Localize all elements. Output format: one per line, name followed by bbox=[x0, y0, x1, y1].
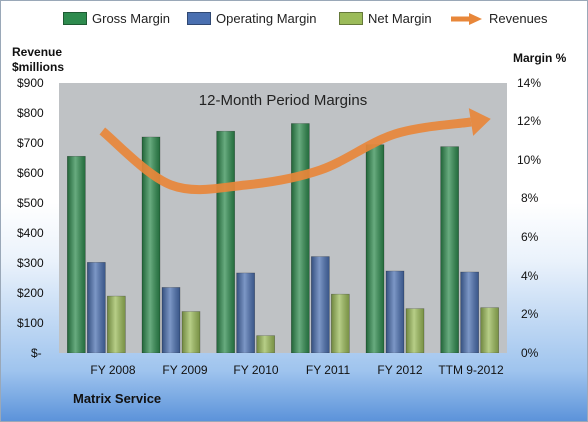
y-left-tick: $300 bbox=[17, 256, 44, 270]
legend-label: Revenues bbox=[489, 11, 548, 26]
plot-area: 12-Month Period Margins bbox=[59, 83, 507, 353]
company-label: Matrix Service bbox=[73, 391, 162, 406]
y-right-tick: 4% bbox=[521, 269, 539, 283]
y-right-tick: 2% bbox=[521, 307, 539, 321]
y-left-tick: $700 bbox=[17, 136, 44, 150]
legend-item-operating-margin: Operating Margin bbox=[187, 11, 316, 26]
bar-shading bbox=[67, 156, 86, 353]
bar-shading bbox=[162, 287, 180, 353]
net-margin-swatch bbox=[339, 12, 363, 25]
chart-title: 12-Month Period Margins bbox=[199, 92, 367, 109]
bar-shading bbox=[291, 123, 310, 353]
y-left-tick: $- bbox=[31, 346, 42, 360]
gross-margin-swatch bbox=[63, 12, 87, 25]
y-left-tick: $900 bbox=[17, 76, 44, 90]
bar-shading bbox=[87, 262, 106, 353]
x-tick-label: FY 2011 bbox=[305, 363, 351, 377]
x-tick-label: FY 2008 bbox=[90, 363, 136, 377]
y-left-tick: $500 bbox=[17, 196, 44, 210]
y-right-tick: 10% bbox=[517, 153, 542, 167]
legend-item-net-margin: Net Margin bbox=[339, 11, 432, 26]
legend-label: Net Margin bbox=[368, 11, 432, 26]
legend-label: Operating Margin bbox=[216, 11, 317, 26]
y-right-tick: 0% bbox=[521, 346, 539, 360]
bar-shading bbox=[386, 271, 404, 353]
bar-shading bbox=[480, 307, 499, 353]
revenues-line bbox=[99, 117, 472, 195]
revenues-arrowhead bbox=[468, 108, 491, 136]
y-right-tick: 8% bbox=[521, 191, 539, 205]
y-left-tick: $800 bbox=[17, 106, 44, 120]
chart-svg: 12-Month Period Margins bbox=[67, 92, 499, 353]
bar-shading bbox=[236, 272, 255, 353]
y-left-tick: $100 bbox=[17, 316, 44, 330]
bar-shading bbox=[460, 272, 479, 353]
revenues-arrow-icon bbox=[451, 12, 482, 25]
bar-shading bbox=[311, 256, 330, 353]
legend-label: Gross Margin bbox=[92, 11, 171, 26]
y-right-label: Margin % bbox=[513, 51, 567, 65]
bar-shading bbox=[142, 137, 160, 353]
y-right-tick: 6% bbox=[521, 230, 539, 244]
y-right-tick: 12% bbox=[517, 114, 542, 128]
operating-margin-swatch bbox=[187, 12, 211, 25]
legend-item-gross-margin: Gross Margin bbox=[63, 11, 170, 26]
bar-shading bbox=[216, 131, 235, 353]
x-tick-label: TTM 9-2012 bbox=[438, 363, 504, 377]
x-tick-label: FY 2012 bbox=[377, 363, 423, 377]
bar-shading bbox=[256, 335, 275, 353]
y-left-tick: $200 bbox=[17, 286, 44, 300]
legend-item-revenues: Revenues bbox=[449, 11, 548, 26]
bar-shading bbox=[406, 308, 424, 353]
legend: Gross Margin Operating Margin Net Margin… bbox=[1, 11, 587, 37]
x-tick-label: FY 2010 bbox=[233, 363, 279, 377]
y-left-tick: $400 bbox=[17, 226, 44, 240]
y-left-tick: $600 bbox=[17, 166, 44, 180]
bar-shading bbox=[366, 144, 384, 353]
bar-shading bbox=[107, 296, 126, 353]
x-tick-label: FY 2009 bbox=[162, 363, 208, 377]
bar-shading bbox=[440, 146, 459, 353]
bar-shading bbox=[182, 311, 200, 353]
y-left-label-line2: $millions bbox=[12, 60, 65, 74]
y-right-tick: 14% bbox=[517, 76, 542, 90]
y-left-label-line1: Revenue bbox=[12, 45, 63, 59]
bar-shading bbox=[331, 294, 350, 353]
